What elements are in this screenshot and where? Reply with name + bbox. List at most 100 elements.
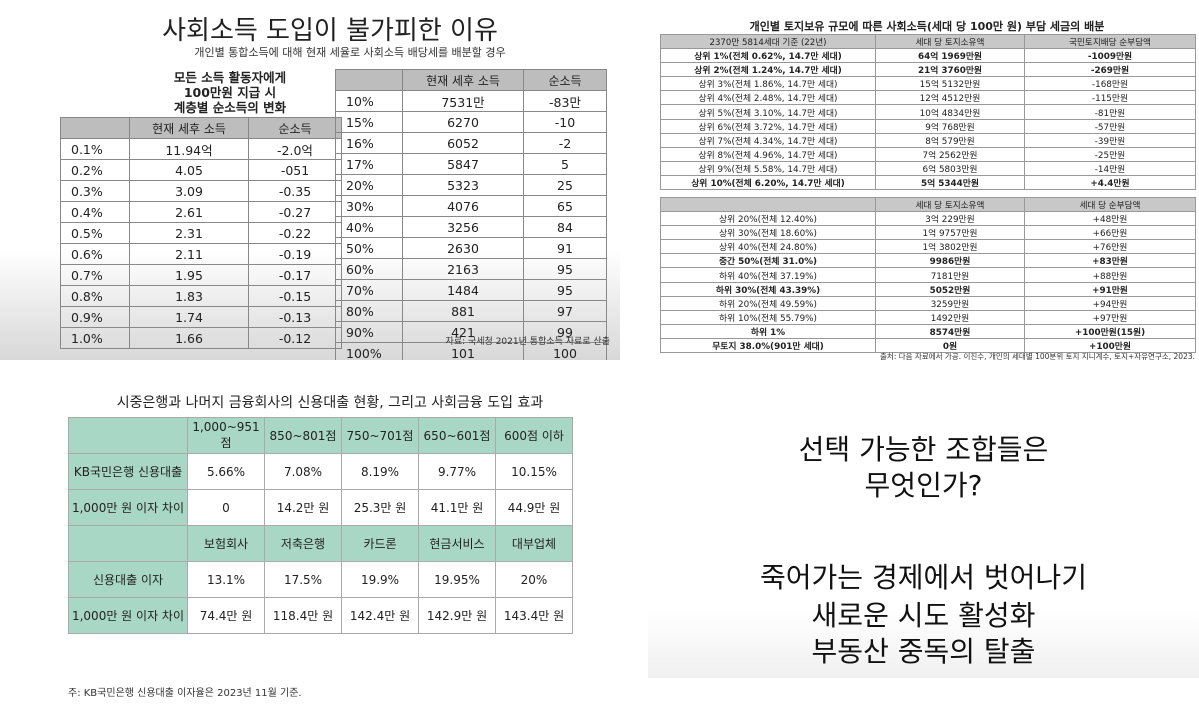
table-row: 10% 7531만 -83만 bbox=[335, 90, 607, 112]
table-cell: 상위 9%(전체 5.58%, 14.7만 세대) bbox=[660, 160, 876, 176]
table-cell: +48만원 bbox=[1024, 211, 1196, 227]
table-cell: 65 bbox=[523, 195, 607, 217]
table-header-cell: 국민토지배당 순부담액 bbox=[1024, 33, 1196, 50]
panel3-title: 시중은행과 나머지 금융회사의 신용대출 현황, 그리고 사회금융 도입 효과 bbox=[116, 395, 544, 411]
table-cell: 2.11 bbox=[129, 243, 249, 265]
table-cell: 상위 10%(전체 6.20%, 14.7만 세대) bbox=[660, 174, 876, 191]
table-cell: +100만원 bbox=[1024, 337, 1196, 354]
note-line: 계층별 순소득의 변화 bbox=[173, 100, 287, 115]
table-row: 0.3% 3.09 -0.35 bbox=[60, 180, 342, 202]
table-header-cell: 카드론 bbox=[341, 525, 419, 562]
table-cell: 118.4만 원 bbox=[264, 597, 342, 634]
table-header-row: 세대 당 토지소유액 세대 당 순부담액 bbox=[660, 196, 1196, 213]
table-cell: -0.15 bbox=[248, 285, 342, 307]
table-cell: 3259만원 bbox=[875, 295, 1025, 311]
panel-choices: 선택 가능한 조합들은 무엇인가? 죽어가는 경제에서 벗어나기 새로운 시도 … bbox=[648, 380, 1199, 678]
table-cell: 하위 10%(전체 55.79%) bbox=[660, 309, 876, 325]
table-cell: -83만 bbox=[523, 90, 607, 112]
table-cell: -0.13 bbox=[248, 306, 342, 328]
table-cell: 상위 1%(전체 0.62%, 14.7만 세대) bbox=[660, 48, 876, 64]
table-cell: 1.74 bbox=[129, 306, 249, 328]
table-cell: 상위 7%(전체 4.34%, 14.7만 세대) bbox=[660, 132, 876, 148]
table-row: 17% 5847 5 bbox=[335, 153, 607, 175]
table-row: 하위 30%(전체 43.39%) 5052만원 +91만원 bbox=[660, 281, 1196, 297]
land-table-bottom: 세대 당 토지소유액 세대 당 순부담액 상위 20%(전체 12.40%) 3억 2… bbox=[660, 196, 1196, 354]
table-cell: -0.17 bbox=[248, 264, 342, 286]
table-cell: -168만원 bbox=[1024, 76, 1196, 92]
table-row: 1.0% 1.66 -0.12 bbox=[60, 327, 342, 349]
panel2-title: 개인별 토지보유 규모에 따른 사회소득(세대 당 100만 원) 부담 세금의… bbox=[749, 20, 1105, 33]
table-cell: 1492만원 bbox=[875, 309, 1025, 325]
table-cell: -1009만원 bbox=[1024, 48, 1196, 64]
table-cell: 상위 8%(전체 4.96%, 14.7만 세대) bbox=[660, 146, 876, 162]
table-cell: 2630 bbox=[402, 237, 524, 259]
table-cell: 15억 5132만원 bbox=[875, 76, 1025, 92]
table-cell: 84 bbox=[523, 216, 607, 238]
table-header-row: 보험회사 저축은행 카드론 현금서비스 대부업체 bbox=[68, 525, 573, 562]
note-line: 모든 소득 활동자에게 bbox=[173, 70, 287, 85]
table-row: 상위 30%(전체 18.60%) 1억 9757만원 +66만원 bbox=[660, 225, 1196, 241]
table-cell: 3억 229만원 bbox=[875, 211, 1025, 227]
table-cell: KB국민은행 신용대출 bbox=[68, 453, 188, 490]
table-row: 0.4% 2.61 -0.27 bbox=[60, 201, 342, 223]
question-line: 무엇인가? bbox=[864, 469, 983, 502]
table-cell: 중간 50%(전체 31.0%) bbox=[660, 253, 876, 269]
table-header-cell bbox=[660, 196, 876, 213]
table-cell: 2163 bbox=[402, 258, 524, 280]
table-cell: -81만원 bbox=[1024, 104, 1196, 120]
table-cell: 4076 bbox=[402, 195, 524, 217]
table-header-cell: 1,000~951점 bbox=[187, 417, 265, 454]
table-cell: 7.08% bbox=[264, 453, 342, 490]
table-cell: -57만원 bbox=[1024, 118, 1196, 134]
table-header-cell: 순소득 bbox=[523, 69, 607, 91]
table-cell: -0.22 bbox=[248, 222, 342, 244]
table-header-cell: 600점 이하 bbox=[495, 417, 573, 454]
table-row: 상위 9%(전체 5.58%, 14.7만 세대) 6억 5803만원 -14만원 bbox=[660, 160, 1196, 176]
table-header-cell: 세대 당 토지소유액 bbox=[875, 33, 1025, 50]
table-cell: 13.1% bbox=[187, 561, 265, 598]
table-cell: 5323 bbox=[402, 174, 524, 196]
table-cell: 하위 40%(전체 37.19%) bbox=[660, 267, 876, 283]
table-cell: 1.95 bbox=[129, 264, 249, 286]
table-cell: 90% bbox=[335, 321, 403, 343]
panel3-note: 주: KB국민은행 신용대출 이자율은 2023년 11월 기준. bbox=[68, 688, 302, 699]
table-row: KB국민은행 신용대출 5.66% 7.08% 8.19% 9.77% 10.15% bbox=[68, 453, 573, 490]
table-cell: 0.9% bbox=[60, 306, 130, 328]
table-cell: 17.5% bbox=[264, 561, 342, 598]
table-row: 중간 50%(전체 31.0%) 9986만원 +83만원 bbox=[660, 253, 1196, 269]
answer-line: 새로운 시도 활성화 bbox=[811, 599, 1036, 632]
table-header-cell: 보험회사 bbox=[187, 525, 265, 562]
table-header-cell bbox=[60, 117, 130, 139]
table-cell: 15% bbox=[335, 111, 403, 133]
table-cell: -14만원 bbox=[1024, 160, 1196, 176]
table-cell: 11.94억 bbox=[129, 138, 249, 160]
table-row: 0.2% 4.05 -051 bbox=[60, 159, 342, 181]
table-row: 0.5% 2.31 -0.22 bbox=[60, 222, 342, 244]
table-header-cell: 850~801점 bbox=[264, 417, 342, 454]
table-cell: -115만원 bbox=[1024, 90, 1196, 106]
table-cell: 60% bbox=[335, 258, 403, 280]
table-cell: 6억 5803만원 bbox=[875, 160, 1025, 176]
table-cell: +100만원(15원) bbox=[1024, 323, 1196, 339]
credit-loan-table: 1,000~951점 850~801점 750~701점 650~601점 600점 이… bbox=[68, 417, 573, 634]
table-cell: 20% bbox=[495, 561, 573, 598]
table-cell: -051 bbox=[248, 159, 342, 181]
income-table-deciles: 현재 세후 소득 순소득 10% 7531만 -83만 15% 6270 -10 16% 6052… bbox=[335, 69, 607, 360]
table-cell: 25 bbox=[523, 174, 607, 196]
table-cell: 1,000만 원 이자 차이 bbox=[68, 597, 188, 634]
table-cell: 12억 4512만원 bbox=[875, 90, 1025, 106]
table-cell: 16% bbox=[335, 132, 403, 154]
table-cell: +94만원 bbox=[1024, 295, 1196, 311]
table-cell: 95 bbox=[523, 279, 607, 301]
table-row: 상위 8%(전체 4.96%, 14.7만 세대) 7억 2562만원 -25만원 bbox=[660, 146, 1196, 162]
table-row: 20% 5323 25 bbox=[335, 174, 607, 196]
land-table-top: 2370만 5814세대 기준 (22년) 세대 당 토지소유액 국민토지배당 순부… bbox=[660, 33, 1196, 191]
table-cell: 0.6% bbox=[60, 243, 130, 265]
table-cell: 1.83 bbox=[129, 285, 249, 307]
table-cell: 7억 2562만원 bbox=[875, 146, 1025, 162]
table-header-cell: 750~701점 bbox=[341, 417, 419, 454]
table-row: 50% 2630 91 bbox=[335, 237, 607, 259]
table-cell: 881 bbox=[402, 300, 524, 322]
table-cell: 8억 579만원 bbox=[875, 132, 1025, 148]
table-cell: 142.4만 원 bbox=[341, 597, 419, 634]
